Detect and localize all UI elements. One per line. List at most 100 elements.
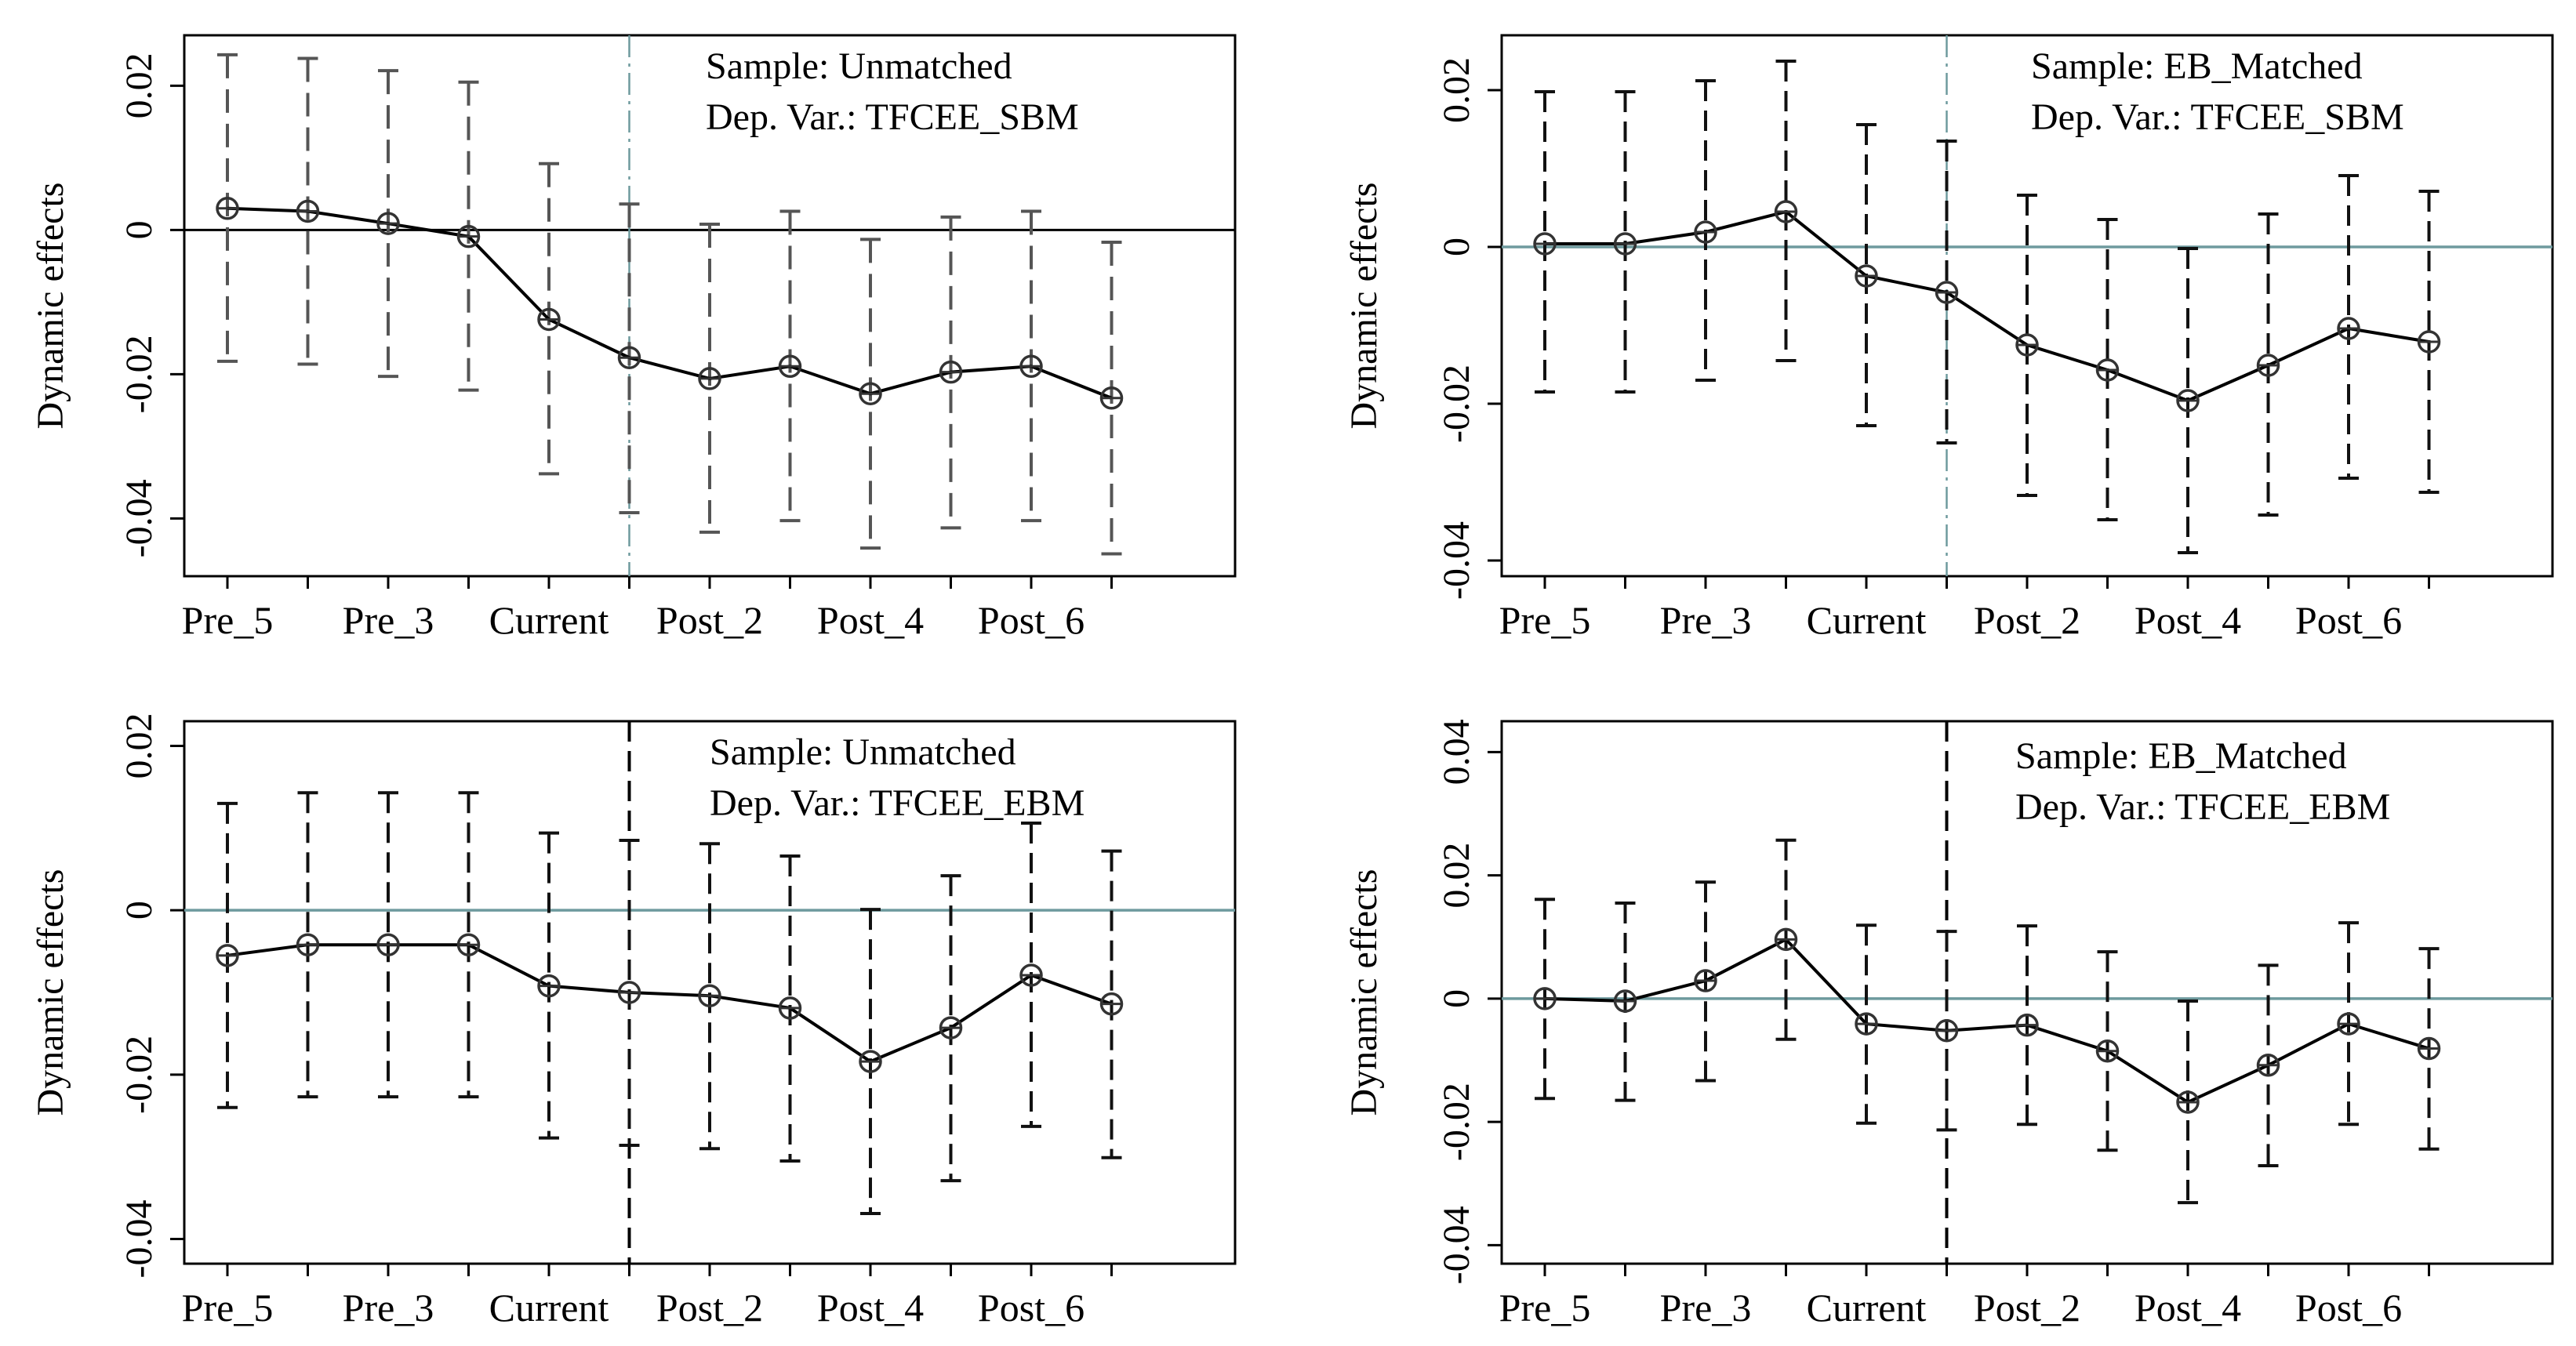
estimate-line	[227, 206, 1113, 400]
x-tick-label: Post_4	[2135, 1286, 2241, 1330]
x-tick-label: Post_2	[656, 598, 763, 642]
x-tick-label: Pre_3	[343, 1286, 434, 1330]
x-tick-label: Post_2	[1974, 1286, 2080, 1330]
estimate-line	[227, 943, 1113, 1064]
data-point	[296, 933, 320, 956]
data-point	[1533, 232, 1557, 256]
y-axis-title: Dynamic effects	[30, 869, 71, 1116]
x-tick-label: Post_6	[978, 1286, 1085, 1330]
y-tick-label: 0	[118, 901, 160, 920]
y-tick-label: 0.04	[1436, 719, 1477, 785]
data-point	[617, 981, 641, 1004]
data-point	[456, 933, 481, 956]
y-tick-label: -0.04	[1436, 521, 1477, 600]
data-point	[698, 984, 721, 1007]
y-tick-label: 0.02	[1436, 843, 1477, 909]
data-point	[537, 307, 561, 332]
x-tick-label: Post_6	[978, 598, 1085, 642]
annotation-line: Sample: Unmatched	[706, 45, 1012, 87]
estimate-line	[1545, 209, 2429, 403]
data-point	[778, 996, 802, 1020]
data-point	[1019, 354, 1043, 379]
data-point	[2337, 317, 2360, 340]
panel-bottom-left: 0.02 0 -0.02 -0.04 Pre_5 Pre_3 Current Post_2 Po…	[30, 713, 1237, 1330]
data-point	[1099, 386, 1124, 410]
data-point	[1694, 220, 1717, 244]
x-tick-label: Pre_3	[1660, 598, 1752, 642]
data-point	[2337, 1012, 2360, 1036]
data-point	[1613, 989, 1637, 1013]
x-tick-label: Pre_5	[1499, 598, 1591, 642]
annotation-line: Dep. Var.: TFCEE_EBM	[2015, 786, 2390, 828]
y-tick-label: -0.04	[1436, 1206, 1477, 1284]
data-point	[1533, 987, 1557, 1010]
y-tick-label: 0	[118, 220, 160, 239]
data-point	[216, 944, 239, 967]
data-point	[859, 1050, 882, 1073]
x-tick-label: Post_4	[817, 598, 924, 642]
data-point	[2256, 1054, 2280, 1077]
data-point	[1855, 264, 1878, 288]
y-tick-label: -0.02	[1436, 1083, 1477, 1161]
panel-bottom-right: 0.04 0.02 0 -0.02 -0.04 Pre_5 Pre_3 Current Post…	[1343, 719, 2554, 1330]
data-point	[1613, 232, 1637, 256]
data-point	[2015, 333, 2039, 357]
data-point	[2417, 330, 2441, 354]
y-tick-label: -0.04	[118, 1200, 160, 1279]
panel-top-left: 0.02 0 -0.02 -0.04 Pre_5 Pre_3 Current Post_2 Po…	[30, 34, 1237, 642]
annotation-line: Sample: Unmatched	[710, 731, 1016, 773]
data-point	[2015, 1013, 2039, 1037]
data-point	[376, 933, 400, 956]
annotation-line: Sample: EB_Matched	[2015, 735, 2347, 777]
y-tick-label: 0	[1436, 238, 1477, 256]
x-tick-label: Pre_3	[1660, 1286, 1752, 1330]
data-point	[296, 199, 320, 223]
data-point	[2176, 389, 2200, 412]
annotation-line: Dep. Var.: TFCEE_EBM	[710, 782, 1085, 824]
data-point	[2417, 1036, 2441, 1061]
ci-bar	[1615, 90, 1636, 394]
y-tick-label: -0.02	[118, 1036, 160, 1114]
x-tick-label: Post_6	[2295, 1286, 2402, 1330]
data-point	[2176, 1090, 2200, 1114]
data-point	[1935, 281, 1959, 304]
data-point	[2095, 358, 2120, 382]
data-point	[859, 382, 882, 405]
y-tick-label: 0.02	[1436, 57, 1477, 123]
y-axis-title: Dynamic effects	[1343, 183, 1385, 430]
x-tick-label: Current	[1807, 598, 1927, 642]
y-tick-label: -0.04	[118, 479, 160, 557]
data-point	[1774, 927, 1798, 952]
y-tick-label: 0.02	[118, 53, 160, 118]
y-tick-label: -0.02	[1436, 365, 1477, 443]
x-tick-label: Current	[1807, 1286, 1927, 1330]
x-tick-label: Post_2	[656, 1286, 763, 1330]
data-point	[2095, 1039, 2120, 1063]
data-point	[778, 354, 802, 379]
data-point	[376, 212, 400, 235]
data-point	[1935, 1019, 1959, 1043]
data-point	[939, 360, 963, 384]
annotation-line: Dep. Var.: TFCEE_SBM	[706, 96, 1079, 138]
y-tick-label: 0	[1436, 989, 1477, 1008]
data-point	[1774, 200, 1798, 223]
x-tick-label: Current	[489, 1286, 609, 1330]
estimate-line	[1544, 937, 2430, 1105]
data-point	[2256, 354, 2280, 377]
x-tick-label: Post_4	[817, 1286, 924, 1330]
ci-bar	[1535, 90, 1555, 394]
x-tick-label: Pre_5	[182, 1286, 274, 1330]
panel-top-right: 0.02 0 -0.02 -0.04 Pre_5 Pre_3 Current Post_2 Po…	[1343, 34, 2554, 642]
x-tick-label: Pre_3	[343, 598, 434, 642]
y-axis-title: Dynamic effects	[30, 183, 71, 430]
data-point	[216, 197, 239, 220]
data-point	[1694, 969, 1717, 992]
data-point	[1019, 963, 1043, 987]
data-point	[939, 1016, 963, 1039]
x-tick-label: Current	[489, 598, 609, 642]
x-tick-label: Pre_5	[182, 598, 274, 642]
y-tick-label: -0.02	[118, 335, 160, 413]
x-tick-label: Pre_5	[1499, 1286, 1591, 1330]
data-point	[537, 974, 561, 998]
